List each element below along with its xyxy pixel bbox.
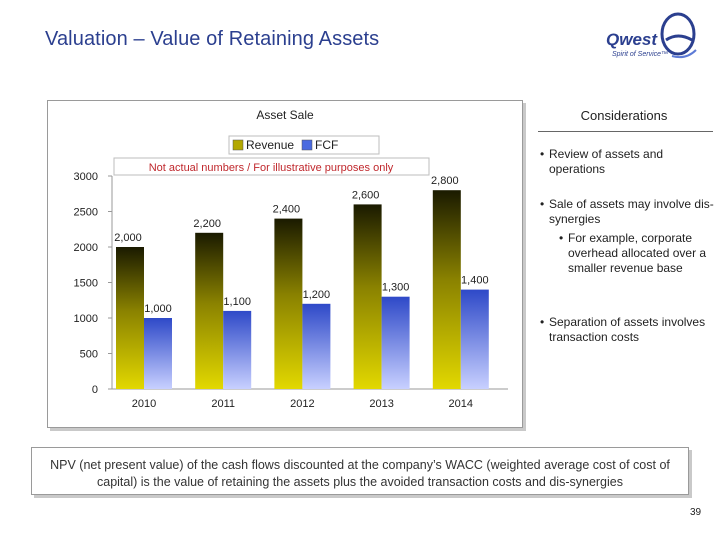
npv-note-box: NPV (net present value) of the cash flow… bbox=[31, 447, 689, 495]
y-tick-label: 2500 bbox=[74, 207, 98, 219]
data-label-revenue: 2,000 bbox=[114, 232, 142, 244]
legend-swatch-fcf bbox=[301, 139, 313, 151]
bullet-dot: • bbox=[540, 147, 545, 161]
bullet-text: Separation of assets involves transactio… bbox=[549, 315, 706, 344]
y-tick-label: 1500 bbox=[74, 278, 98, 290]
chart-annotation: Not actual numbers / For illustrative pu… bbox=[149, 162, 394, 174]
bar-fcf-2014 bbox=[460, 289, 489, 389]
sub-bullet-item: • For example, corporate overhead alloca… bbox=[559, 231, 718, 276]
legend-swatch-revenue bbox=[232, 139, 244, 151]
chart-title: Asset Sale bbox=[256, 108, 314, 122]
legend-label-revenue: Revenue bbox=[246, 138, 294, 152]
bar-fcf-2010 bbox=[144, 318, 172, 389]
data-label-revenue: 2,200 bbox=[193, 218, 221, 230]
data-label-revenue: 2,400 bbox=[273, 204, 301, 216]
bullet-dot: • bbox=[559, 231, 564, 245]
asset-sale-chart: Asset Sale Revenue FCF Not actual number… bbox=[74, 108, 508, 410]
chart-annotation-box: Not actual numbers / For illustrative pu… bbox=[113, 157, 430, 176]
page-number: 39 bbox=[690, 507, 702, 518]
npv-note-text: NPV (net present value) of the cash flow… bbox=[50, 458, 670, 489]
x-tick-label: 2010 bbox=[132, 398, 156, 410]
bar-revenue-2010 bbox=[116, 247, 144, 389]
y-tick-label: 0 bbox=[92, 384, 98, 396]
y-tick-label: 1000 bbox=[74, 313, 98, 325]
data-label-fcf: 1,200 bbox=[303, 289, 331, 301]
x-tick-label: 2012 bbox=[290, 398, 314, 410]
bar-revenue-2011 bbox=[195, 232, 224, 389]
bullet-item: • Review of assets and operations bbox=[540, 147, 719, 177]
data-label-revenue: 2,800 bbox=[431, 175, 459, 187]
bar-revenue-2012 bbox=[274, 218, 303, 389]
x-tick-label: 2011 bbox=[211, 398, 235, 410]
qwest-swirl-icon bbox=[660, 12, 697, 59]
data-label-fcf: 1,000 bbox=[144, 303, 172, 315]
logo-wordmark: Qwest bbox=[606, 30, 658, 49]
bullet-text: For example, corporate overhead allocate… bbox=[568, 231, 707, 275]
bullet-item: • Sale of assets may involve dis-synergi… bbox=[540, 197, 719, 227]
legend-label-fcf: FCF bbox=[315, 138, 338, 152]
x-tick-label: 2014 bbox=[449, 398, 473, 410]
slide-title: Valuation – Value of Retaining Assets bbox=[45, 28, 380, 50]
data-label-fcf: 1,100 bbox=[223, 296, 251, 308]
bar-revenue-2013 bbox=[353, 204, 382, 389]
bullet-text: Sale of assets may involve dis-synergies bbox=[549, 197, 714, 226]
bullet-text: Review of assets and operations bbox=[549, 147, 664, 176]
considerations-title: Considerations bbox=[580, 108, 668, 123]
bar-revenue-2014 bbox=[432, 190, 461, 389]
y-tick-label: 3000 bbox=[74, 171, 98, 183]
y-tick-label: 500 bbox=[80, 349, 98, 361]
chart-panel: Asset Sale Revenue FCF Not actual number… bbox=[47, 100, 523, 428]
logo-tagline: Spirit of Service™ bbox=[612, 51, 669, 58]
bar-fcf-2012 bbox=[302, 303, 331, 389]
bullet-dot: • bbox=[540, 197, 545, 211]
x-tick-label: 2013 bbox=[369, 398, 393, 410]
bar-fcf-2013 bbox=[381, 296, 410, 389]
considerations-divider bbox=[538, 131, 713, 132]
bullet-dot: • bbox=[540, 315, 545, 329]
bullet-item: • Separation of assets involves transact… bbox=[540, 315, 719, 345]
y-tick-label: 2000 bbox=[74, 242, 98, 254]
data-label-fcf: 1,400 bbox=[461, 275, 489, 287]
bar-fcf-2011 bbox=[223, 310, 252, 389]
qwest-logo: Qwest Spirit of Service™ bbox=[598, 10, 710, 72]
chart-legend: Revenue FCF bbox=[228, 135, 380, 155]
data-label-fcf: 1,300 bbox=[382, 282, 410, 294]
data-label-revenue: 2,600 bbox=[352, 189, 380, 201]
considerations-panel: Considerations • Review of assets and op… bbox=[530, 100, 720, 360]
